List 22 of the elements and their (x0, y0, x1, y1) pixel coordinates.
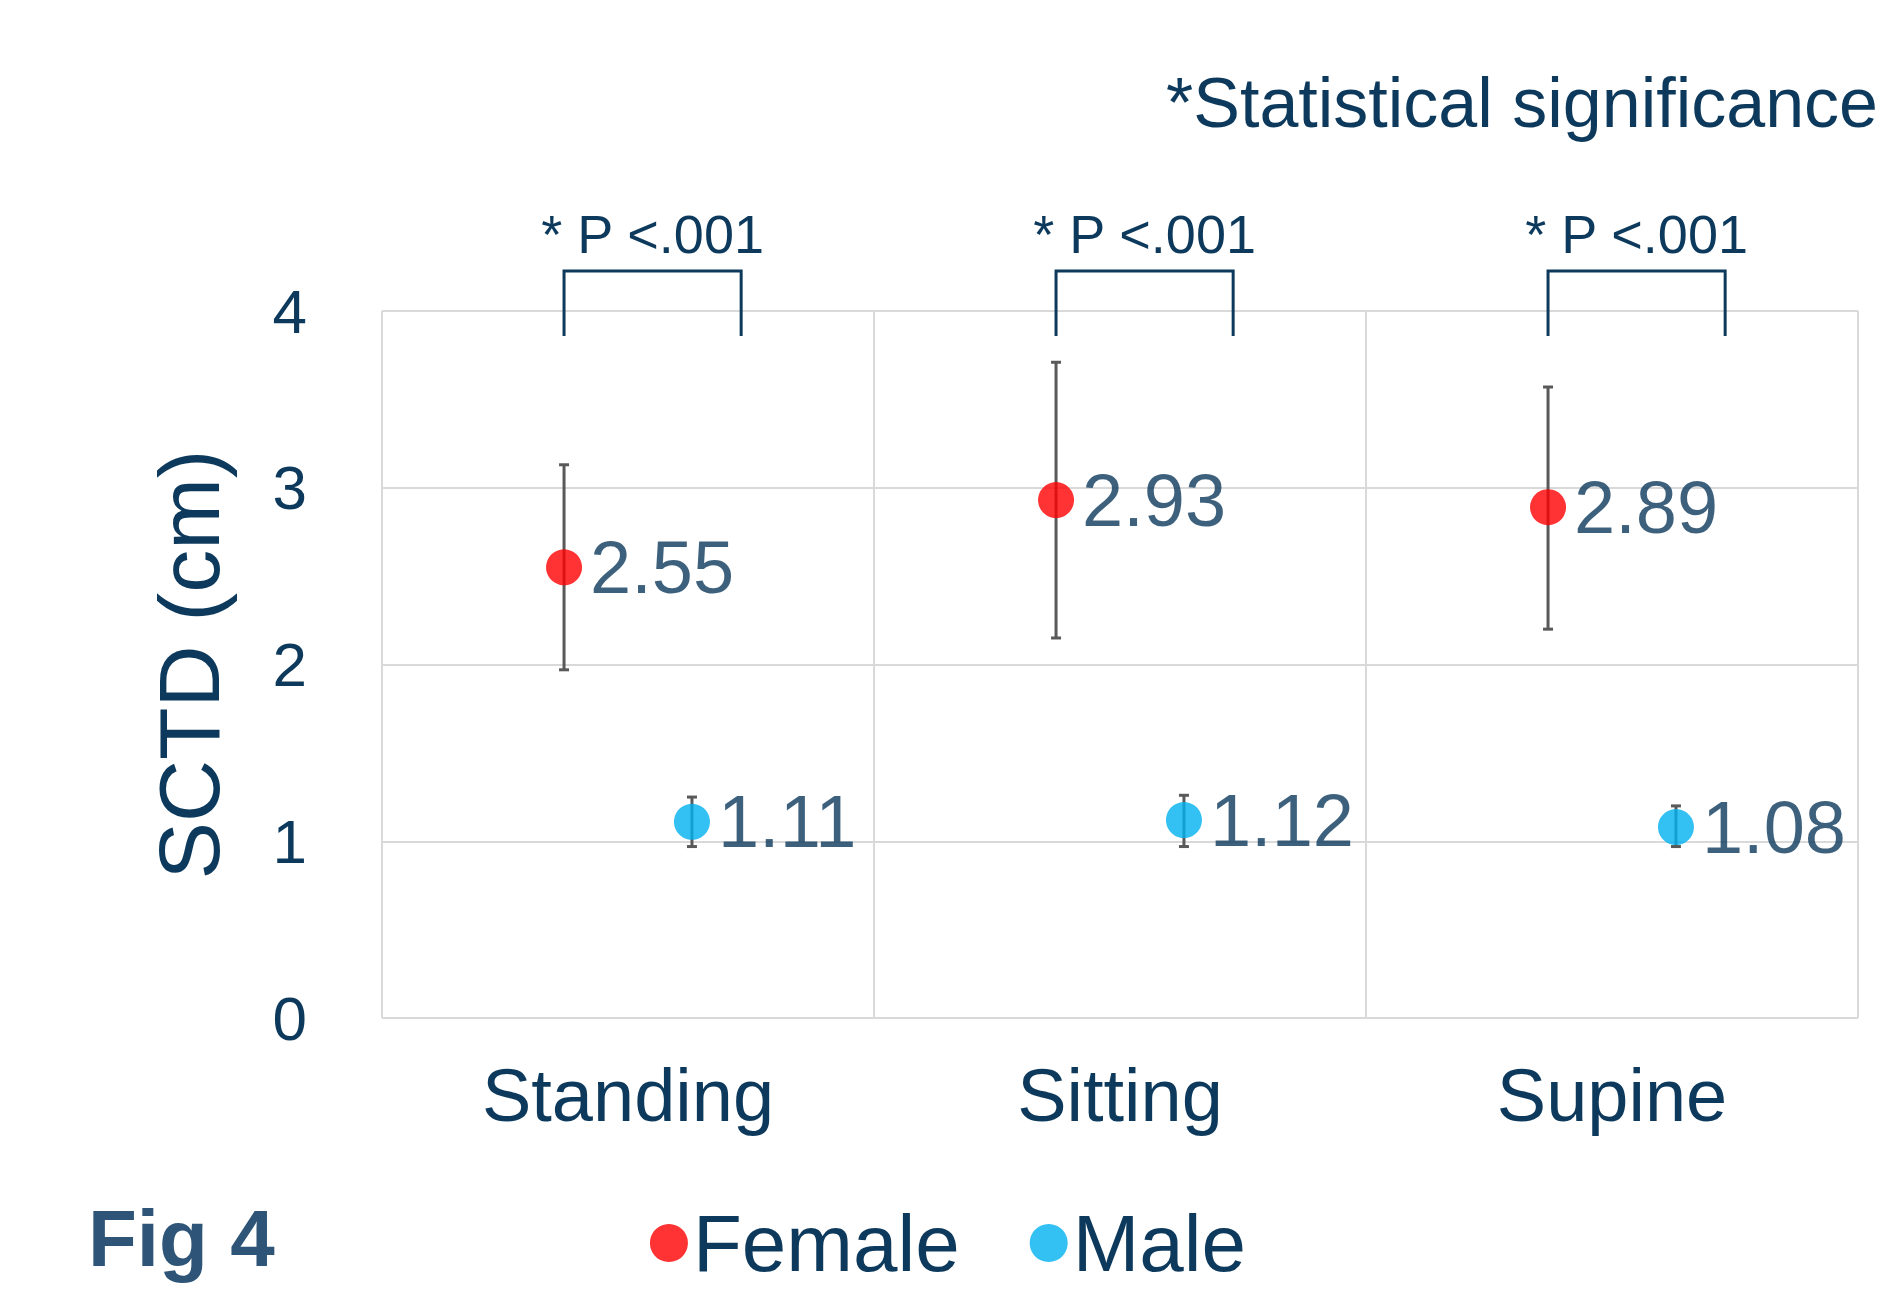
x-tick-label: Sitting (1017, 1053, 1223, 1137)
data-label: 2.55 (590, 525, 735, 609)
data-label: 1.11 (717, 780, 857, 864)
caption: Fig 4 (88, 1193, 276, 1283)
y-tick-label: 1 (272, 806, 307, 876)
data-label: 1.12 (1209, 778, 1354, 862)
data-label: 2.93 (1082, 458, 1227, 542)
legend-label: Female (692, 1198, 960, 1288)
x-tick-label: Standing (481, 1053, 775, 1137)
y-tick-label: 4 (272, 276, 307, 346)
text: * P <.001 (1525, 204, 1748, 264)
text: * P <.001 (1033, 204, 1256, 264)
data-label: 1.08 (1701, 785, 1846, 869)
y-tick-label: 0 (272, 983, 307, 1053)
y-axis-title: SCTD (cm) (141, 449, 237, 880)
data-label: 2.89 (1574, 465, 1719, 549)
legend-label: Male (1072, 1198, 1247, 1288)
y-tick-label: 3 (272, 453, 307, 523)
text: *Statistical significance (1166, 64, 1878, 142)
y-tick-label: 2 (272, 630, 307, 699)
text: * P <.001 (541, 204, 764, 264)
x-tick-label: Supine (1496, 1053, 1728, 1137)
